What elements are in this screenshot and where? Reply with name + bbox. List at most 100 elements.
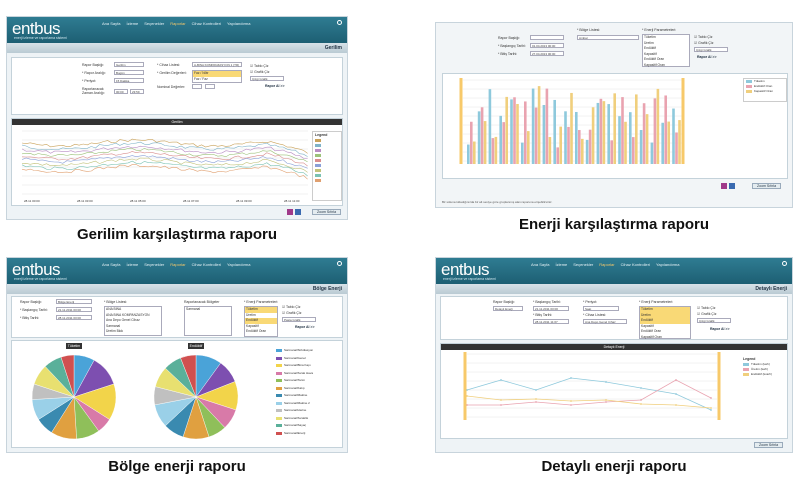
- bolge-list[interactable]: ANA BİNA ANA BİNA KOMPANZASYON Ana Depo …: [104, 306, 162, 336]
- option-kapasitif-oran[interactable]: Kapasitif Oran: [641, 334, 662, 339]
- option-raporlanacak[interactable]: Sarmanal: [186, 307, 201, 311]
- nominal-input-1[interactable]: [192, 84, 202, 89]
- option-enduktif[interactable]: Endüktif: [644, 46, 656, 50]
- zaman-bitis-select[interactable]: 23:59: [130, 89, 144, 94]
- power-icon[interactable]: [337, 20, 342, 25]
- power-icon[interactable]: [337, 261, 342, 266]
- option-kapasitif[interactable]: Kapasitif: [644, 51, 657, 56]
- bitis-input[interactable]: 27.04.2013 00:00: [530, 51, 564, 56]
- power-icon[interactable]: [782, 261, 787, 266]
- nav-yapilandirma[interactable]: Yapılandırma: [655, 262, 680, 267]
- rapor-al-button[interactable]: Rapor Al >>: [710, 327, 730, 331]
- nav-secenekler[interactable]: Seçenekler: [573, 262, 594, 267]
- nav-cihaz[interactable]: Cihaz Kontrolleri: [620, 262, 650, 267]
- option-kapasitif-oran[interactable]: Kapasitif Oran: [644, 62, 665, 67]
- option-uretim[interactable]: Üretim: [640, 312, 690, 318]
- option-enduktif-oran[interactable]: Endüktif Oran: [644, 57, 665, 61]
- grafik-tipi-select[interactable]: Çizgi Grafik: [694, 47, 728, 52]
- grafik-tipi-select[interactable]: Çizgi Grafik: [697, 318, 731, 323]
- nav-raporlar[interactable]: Raporlar: [599, 262, 615, 267]
- option-bolge[interactable]: ANA BİNA KOMPANZASYON: [106, 312, 150, 317]
- nav-ana-sayfa[interactable]: Ana Sayfa: [531, 262, 550, 267]
- nav-ana-sayfa[interactable]: Ana Sayfa: [102, 21, 121, 26]
- option-kapasitif[interactable]: Kapasitif: [641, 323, 654, 328]
- logo[interactable]: entbus: [12, 19, 61, 38]
- nominal-input-2[interactable]: [205, 84, 215, 89]
- checkbox-grafik[interactable]: ☑ Grafik Çiz: [694, 41, 714, 45]
- nav-izleme[interactable]: İzleme: [126, 21, 139, 26]
- nav-raporlar[interactable]: Raporlar: [170, 262, 186, 267]
- bitis-input[interactable]: 28.11.2011 11:07: [533, 319, 569, 324]
- logo[interactable]: entbus: [441, 260, 490, 279]
- legend-item: Sarmanal/Tarım: [274, 377, 336, 385]
- checkbox-tablo[interactable]: ☑ Tablo Çiz: [282, 305, 301, 309]
- option-tuketim[interactable]: Tüketim: [644, 35, 656, 39]
- checkbox-tablo[interactable]: ☑ Tablo Çiz: [250, 64, 269, 68]
- nav-secenekler[interactable]: Seçenekler: [144, 21, 165, 26]
- rapor-al-button[interactable]: Rapor Al >>: [265, 84, 285, 88]
- option-faz-faz[interactable]: Faz / Faz: [194, 76, 208, 81]
- checkbox-grafik[interactable]: ☑ Grafik Çiz: [282, 311, 302, 315]
- nav-yapilandirma[interactable]: Yapılandırma: [226, 21, 251, 26]
- option-bolge[interactable]: Sarmanal: [106, 323, 121, 328]
- checkbox-grafik[interactable]: ☑ Grafik Çiz: [697, 312, 717, 316]
- rapor-al-button[interactable]: Rapor Al >>: [295, 325, 315, 329]
- zoom-reset-button[interactable]: Zoom Sıfırla: [312, 209, 342, 215]
- checkbox-tablo[interactable]: ☑ Tablo Çiz: [694, 35, 713, 39]
- option-tuketim[interactable]: Tüketim: [245, 307, 277, 313]
- rapor-basligi-input[interactable]: Detaylı Enerji: [493, 306, 523, 311]
- checkbox-grafik[interactable]: ☑ Grafik Çiz: [250, 70, 270, 74]
- baslangic-input[interactable]: 21.11.2011 00:00: [56, 307, 92, 312]
- bitis-input[interactable]: 28.11.2011 00:00: [56, 315, 92, 320]
- option-tuketim[interactable]: Tüketim: [640, 307, 690, 313]
- zoom-reset-button[interactable]: Zoom Sıfırla: [754, 442, 784, 448]
- zoom-reset-button[interactable]: Zoom Sıfırla: [752, 183, 782, 189]
- option-faz-notr[interactable]: Faz / Nötr: [193, 71, 241, 77]
- periyot-select[interactable]: 15 Dakika: [114, 78, 144, 83]
- excel-export-icon[interactable]: [287, 209, 293, 215]
- zaman-baslangic-select[interactable]: 00:00: [114, 89, 128, 94]
- option-bolge[interactable]: Ana Depo Genel Cihaz: [106, 318, 140, 322]
- rapor-al-button[interactable]: Rapor Al >>: [697, 55, 717, 59]
- pdf-export-icon[interactable]: [295, 209, 301, 215]
- option-bolge[interactable]: Üretim Blok: [106, 329, 124, 333]
- bar: [567, 126, 570, 164]
- option-kapasitif[interactable]: Kapasitif: [246, 323, 259, 328]
- logo[interactable]: entbus: [12, 260, 61, 279]
- baslangic-input[interactable]: 21.11.2011 00:00: [533, 306, 569, 311]
- option-uretim[interactable]: Üretim: [644, 40, 654, 45]
- cihaz-select[interactable]: Ana Depo Genel Cihaz: [583, 319, 627, 324]
- enerji-parametre-list[interactable]: Tüketim Üretim Endüktif Kapasitif Endükt…: [639, 306, 691, 339]
- checkbox-tablo[interactable]: ☑ Tablo Çiz: [697, 306, 716, 310]
- option-enduktif-oran[interactable]: Endüktif Oran: [641, 329, 662, 333]
- nav-ana-sayfa[interactable]: Ana Sayfa: [102, 262, 121, 267]
- option-enduktif-oran[interactable]: Endüktif Oran: [246, 329, 267, 333]
- rapor-basligi-input[interactable]: [530, 35, 564, 40]
- bolge-select[interactable]: Ambar: [577, 35, 639, 40]
- nav-secenekler[interactable]: Seçenekler: [144, 262, 165, 267]
- cihaz-select[interactable]: A-BINA KOMPANZASYON 1 (TR): [192, 62, 242, 67]
- raporlanacak-list[interactable]: Sarmanal: [184, 306, 232, 336]
- option-bolge[interactable]: ANA BİNA: [106, 307, 122, 311]
- enerji-parametre-list[interactable]: Tüketim Üretim Endüktif Kapasitif Endükt…: [244, 306, 278, 337]
- option-enduktif[interactable]: Endüktif: [640, 318, 690, 324]
- option-uretim[interactable]: Üretim: [246, 312, 256, 317]
- grafik-tipi-select[interactable]: Pasta Grafik: [282, 317, 316, 322]
- rapor-basligi-input[interactable]: Bölge Enerji: [56, 299, 92, 304]
- rapor-araligi-select[interactable]: Bugün: [114, 70, 144, 75]
- rapor-basligi-input[interactable]: Gerilim: [114, 62, 144, 67]
- grafik-tipi-select[interactable]: Çizgi Grafik: [250, 76, 284, 81]
- enerji-parametre-list[interactable]: Tüketim Üretim Endüktif Kapasitif Endükt…: [642, 34, 690, 67]
- gerilim-degerleri-list[interactable]: Faz / Nötr Faz / Faz: [192, 70, 242, 83]
- pdf-export-icon[interactable]: [729, 183, 735, 189]
- periyot-select[interactable]: Saat: [583, 306, 619, 311]
- nav-izleme[interactable]: İzleme: [126, 262, 139, 267]
- nav-izleme[interactable]: İzleme: [555, 262, 568, 267]
- nav-yapilandirma[interactable]: Yapılandırma: [226, 262, 251, 267]
- nav-cihaz[interactable]: Cihaz Kontrolleri: [191, 262, 221, 267]
- option-enduktif[interactable]: Endüktif: [245, 318, 277, 324]
- nav-cihaz[interactable]: Cihaz Kontrolleri: [191, 21, 221, 26]
- baslangic-input[interactable]: 01.04.2013 00:00: [530, 43, 564, 48]
- nav-raporlar[interactable]: Raporlar: [170, 21, 186, 26]
- excel-export-icon[interactable]: [721, 183, 727, 189]
